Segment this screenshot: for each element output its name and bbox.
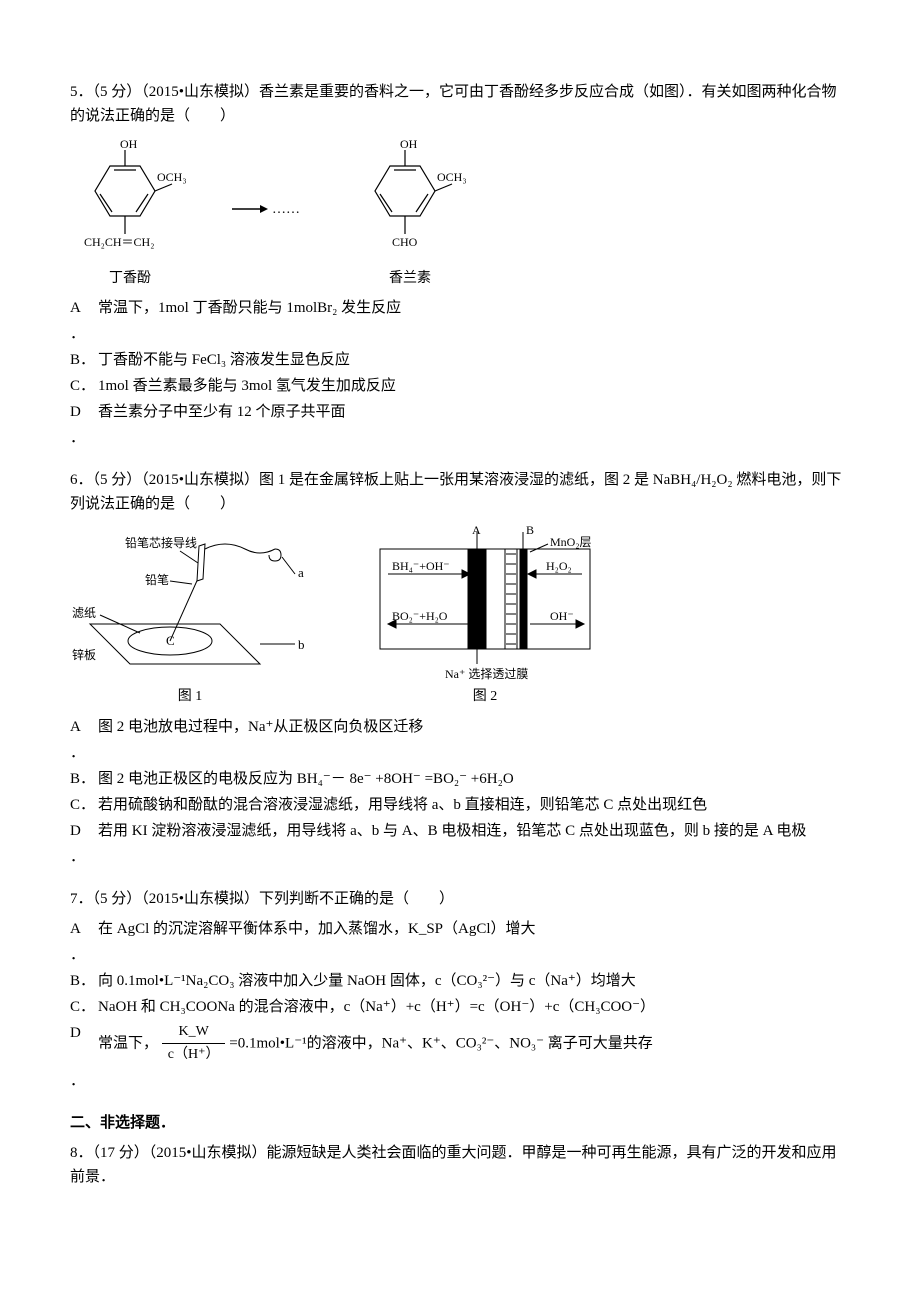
q7d-suffix: =0.1mol•L⁻¹的溶液中，Na⁺、K⁺、CO₃²⁻、NO₃⁻ 离子可大量共…	[229, 1035, 653, 1051]
q6-stem: 6．（5 分）（2015•山东模拟）图 1 是在金属锌板上贴上一张用某溶液浸湿的…	[70, 468, 850, 516]
svg-text:……: ……	[272, 202, 300, 217]
lbl-b: b	[298, 637, 305, 652]
q6-opt-c: C． 若用硫酸钠和酚酞的混合溶液浸湿滤纸，用导线将 a、b 直接相连，则铅笔芯 …	[70, 793, 850, 817]
q7-opt-b: B． 向 0.1mol•L⁻¹Na₂CO₃ 溶液中加入少量 NaOH 固体，c（…	[70, 969, 850, 993]
q5-mol-left-svg: OH OCH₃ CH₂CH＝CH₂	[70, 136, 190, 266]
opt-text: 丁香酚不能与 FeCl₃ 溶液发生显色反应	[98, 348, 850, 372]
opt-key: B．	[70, 348, 98, 372]
opt-key: D	[70, 400, 98, 424]
opt-key: B．	[70, 767, 98, 791]
opt-dot: ．	[70, 741, 850, 765]
question-5: 5．（5 分）（2015•山东模拟）香兰素是重要的香料之一，它可由丁香酚经多步反…	[70, 80, 850, 450]
q6-figure-row: 铅笔芯接导线 铅笔 滤纸 锌板 a b C 图 1	[70, 524, 850, 708]
q5-opt-b: B． 丁香酚不能与 FeCl₃ 溶液发生显色反应	[70, 348, 850, 372]
opt-text: 常温下， K_W c（H⁺） =0.1mol•L⁻¹的溶液中，Na⁺、K⁺、CO…	[98, 1021, 850, 1067]
lbl-paper: 滤纸	[72, 606, 96, 620]
opt-key: D	[70, 819, 98, 843]
opt-text: 在 AgCl 的沉淀溶解平衡体系中，加入蒸馏水，K_SP（AgCl）增大	[98, 917, 850, 941]
opt-text: NaOH 和 CH₃COONa 的混合溶液中，c（Na⁺）+c（H⁺）=c（OH…	[98, 995, 850, 1019]
lbl-pencil: 铅笔	[145, 572, 169, 587]
opt-dot: ．	[70, 1069, 850, 1093]
q5-mol-right-label: 香兰素	[389, 268, 431, 290]
lbl-bo2h2o: BO₂⁻+H₂O	[392, 609, 448, 623]
q7-options: A 在 AgCl 的沉淀溶解平衡体系中，加入蒸馏水，K_SP（AgCl）增大 ．…	[70, 917, 850, 1093]
lbl-A: A	[472, 524, 481, 537]
q5-mol-left-label: 丁香酚	[109, 268, 151, 290]
opt-key: A	[70, 917, 98, 941]
q5-opt-d: D 香兰素分子中至少有 12 个原子共平面	[70, 400, 850, 424]
lbl-bh4oh: BH₄⁻+OH⁻	[392, 559, 450, 573]
lbl-h2o2: H₂O₂	[546, 559, 572, 573]
opt-text: 若用 KI 淀粉溶液浸湿滤纸，用导线将 a、b 与 A、B 电极相连，铅笔芯 C…	[98, 819, 850, 843]
opt-dot: ．	[70, 426, 850, 450]
q6-fig1-caption: 图 1	[178, 686, 203, 708]
q7-opt-a: A 在 AgCl 的沉淀溶解平衡体系中，加入蒸馏水，K_SP（AgCl）增大	[70, 917, 850, 941]
lbl-membrane: Na⁺ 选择透过膜	[445, 667, 528, 681]
q5-figure-row: OH OCH₃ CH₂CH＝CH₂ 丁香酚 ……	[70, 136, 850, 290]
opt-text: 图 2 电池放电过程中，Na⁺从正极区向负极区迁移	[98, 715, 850, 739]
q7d-prefix: 常温下，	[98, 1035, 158, 1051]
q6-options: A 图 2 电池放电过程中，Na⁺从正极区向负极区迁移 ． B． 图 2 电池正…	[70, 715, 850, 869]
opt-text: 1mol 香兰素最多能与 3mol 氢气发生加成反应	[98, 374, 850, 398]
lbl-zn: 锌板	[72, 648, 96, 662]
q7-stem: 7．（5 分）（2015•山东模拟）下列判断不正确的是（ ）	[70, 887, 850, 911]
q6-opt-b: B． 图 2 电池正极区的电极反应为 BH₄⁻－ 8e⁻ +8OH⁻ =BO₂⁻…	[70, 767, 850, 791]
opt-key: D	[70, 1021, 98, 1067]
lbl-B: B	[526, 524, 534, 537]
label-och3: OCH₃	[157, 170, 187, 184]
q6-opt-d: D 若用 KI 淀粉溶液浸湿滤纸，用导线将 a、b 与 A、B 电极相连，铅笔芯…	[70, 819, 850, 843]
q6-fig1-svg: 铅笔芯接导线 铅笔 滤纸 锌板 a b C	[70, 529, 310, 684]
opt-key: A	[70, 715, 98, 739]
q6-fig2-caption: 图 2	[473, 686, 498, 708]
q7-opt-c: C． NaOH 和 CH₃COONa 的混合溶液中，c（Na⁺）+c（H⁺）=c…	[70, 995, 850, 1019]
opt-text: 香兰素分子中至少有 12 个原子共平面	[98, 400, 850, 424]
q7-opt-d: D 常温下， K_W c（H⁺） =0.1mol•L⁻¹的溶液中，Na⁺、K⁺、…	[70, 1021, 850, 1067]
q8-stem: 8．（17 分）（2015•山东模拟）能源短缺是人类社会面临的重大问题．甲醇是一…	[70, 1141, 850, 1189]
section-2-heading: 二、非选择题．	[70, 1111, 850, 1135]
opt-key: C．	[70, 995, 98, 1019]
q5-stem: 5．（5 分）（2015•山东模拟）香兰素是重要的香料之一，它可由丁香酚经多步反…	[70, 80, 850, 128]
opt-key: C．	[70, 793, 98, 817]
label-oh: OH	[120, 137, 138, 151]
question-7: 7．（5 分）（2015•山东模拟）下列判断不正确的是（ ） A 在 AgCl …	[70, 887, 850, 1093]
frac-num: K_W	[162, 1021, 226, 1044]
opt-text: 常温下，1mol 丁香酚只能与 1molBr₂ 发生反应	[98, 296, 850, 320]
q5-options: A 常温下，1mol 丁香酚只能与 1molBr₂ 发生反应 ． B． 丁香酚不…	[70, 296, 850, 450]
opt-text: 向 0.1mol•L⁻¹Na₂CO₃ 溶液中加入少量 NaOH 固体，c（CO₃…	[98, 969, 850, 993]
q5-mol-right-svg: OH OCH₃ CHO	[350, 136, 470, 266]
q6-fig2-col: A B MnO₂层 BH₄⁻+OH⁻ BO₂⁻+H₂O H₂O₂ OH⁻	[350, 524, 620, 708]
opt-key: A	[70, 296, 98, 320]
opt-key: B．	[70, 969, 98, 993]
q6-opt-a: A 图 2 电池放电过程中，Na⁺从正极区向负极区迁移	[70, 715, 850, 739]
label-cho: CHO	[392, 235, 418, 249]
lbl-oh: OH⁻	[550, 609, 574, 623]
label-oh2: OH	[400, 137, 418, 151]
opt-dot: ．	[70, 845, 850, 869]
lbl-mno2: MnO₂层	[550, 535, 592, 549]
q6-fig1-col: 铅笔芯接导线 铅笔 滤纸 锌板 a b C 图 1	[70, 529, 310, 708]
reaction-arrow-svg: ……	[230, 199, 310, 219]
q7d-fraction: K_W c（H⁺）	[162, 1021, 226, 1067]
opt-dot: ．	[70, 322, 850, 346]
lbl-c: C	[166, 633, 175, 648]
q6-fig2-svg: A B MnO₂层 BH₄⁻+OH⁻ BO₂⁻+H₂O H₂O₂ OH⁻	[350, 524, 620, 684]
opt-key: C．	[70, 374, 98, 398]
opt-text: 若用硫酸钠和酚酞的混合溶液浸湿滤纸，用导线将 a、b 直接相连，则铅笔芯 C 点…	[98, 793, 850, 817]
opt-dot: ．	[70, 943, 850, 967]
lbl-pencil-wire: 铅笔芯接导线	[125, 535, 197, 550]
label-allyl: CH₂CH＝CH₂	[84, 235, 154, 249]
label-och3-2: OCH₃	[437, 170, 467, 184]
q5-mol-left-col: OH OCH₃ CH₂CH＝CH₂ 丁香酚	[70, 136, 190, 290]
frac-den: c（H⁺）	[162, 1044, 226, 1066]
question-8: 8．（17 分）（2015•山东模拟）能源短缺是人类社会面临的重大问题．甲醇是一…	[70, 1141, 850, 1189]
opt-text: 图 2 电池正极区的电极反应为 BH₄⁻－ 8e⁻ +8OH⁻ =BO₂⁻ +6…	[98, 767, 850, 791]
q5-mol-right-col: OH OCH₃ CHO 香兰素	[350, 136, 470, 290]
q5-arrow: ……	[230, 199, 310, 227]
lbl-a: a	[298, 565, 304, 580]
q5-opt-a: A 常温下，1mol 丁香酚只能与 1molBr₂ 发生反应	[70, 296, 850, 320]
question-6: 6．（5 分）（2015•山东模拟）图 1 是在金属锌板上贴上一张用某溶液浸湿的…	[70, 468, 850, 868]
q5-opt-c: C． 1mol 香兰素最多能与 3mol 氢气发生加成反应	[70, 374, 850, 398]
